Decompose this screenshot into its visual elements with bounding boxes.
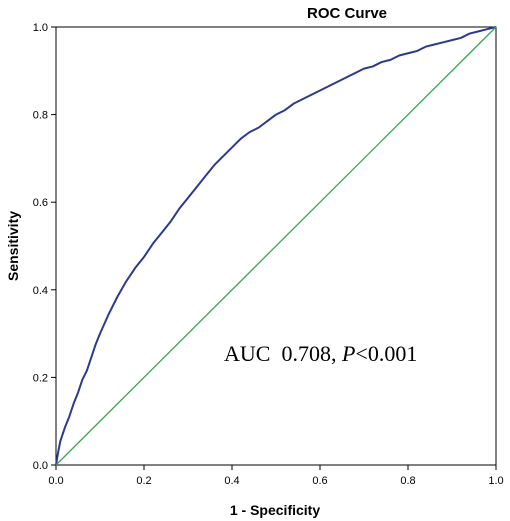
x-axis: 0.0 0.2 0.4 0.6 0.8 1.0 [48, 465, 504, 487]
x-tick-label: 0.8 [400, 475, 415, 487]
roc-curve-line [55, 26, 497, 466]
auc-p-value: <0.001 [355, 341, 417, 366]
auc-annotation: AUC 0.708, P<0.001 [224, 341, 417, 366]
y-tick-label: 0.8 [33, 110, 48, 122]
x-tick-label: 1.0 [488, 475, 503, 487]
y-tick-label: 0.2 [33, 372, 48, 384]
y-axis: 0.0 0.2 0.4 0.6 0.8 1.0 [33, 22, 56, 472]
auc-p-italic: P [341, 341, 355, 366]
x-tick-label: 0.6 [312, 475, 327, 487]
reference-line [55, 26, 497, 466]
y-tick-label: 0.0 [33, 460, 48, 472]
y-tick-label: 0.4 [33, 285, 48, 297]
series-layer [55, 26, 497, 466]
auc-prefix: AUC 0.708, [224, 341, 342, 366]
y-tick-label: 0.6 [33, 197, 48, 209]
y-tick-label: 1.0 [33, 22, 48, 34]
x-tick-label: 0.4 [224, 475, 239, 487]
y-axis-label: Sensitivity [5, 211, 21, 281]
chart-title: ROC Curve [307, 5, 387, 22]
plot-frame [55, 26, 497, 466]
x-tick-label: 0.0 [48, 475, 63, 487]
x-tick-label: 0.2 [136, 475, 151, 487]
x-axis-label: 1 - Specificity [230, 502, 320, 518]
